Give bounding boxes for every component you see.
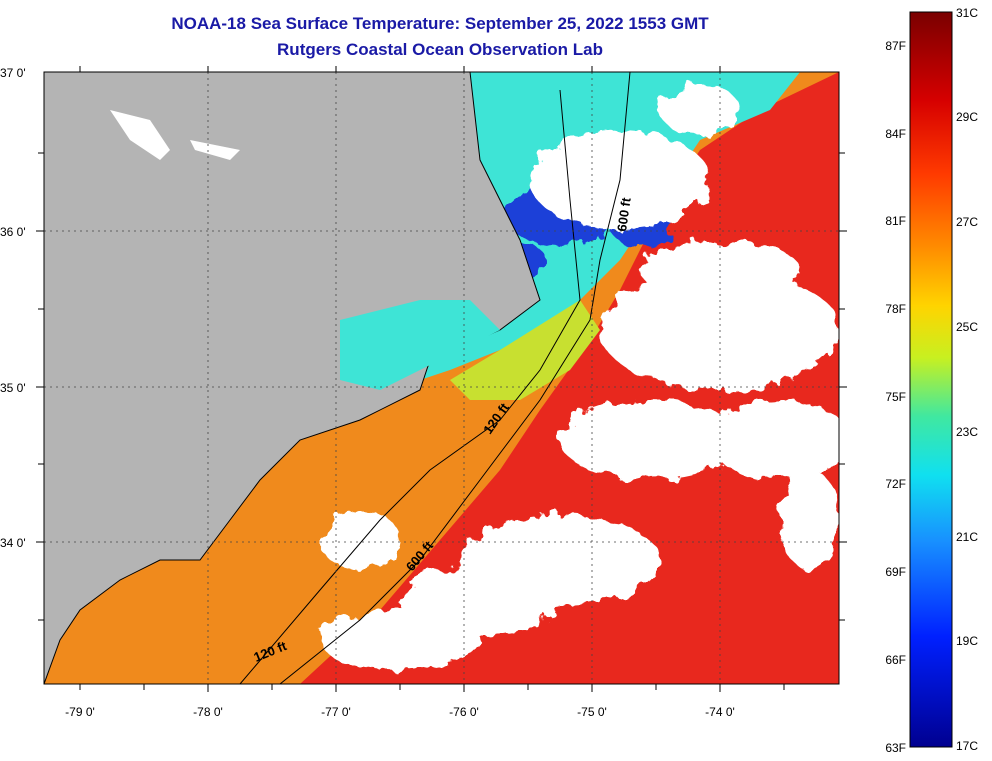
map-area xyxy=(44,72,839,684)
colorbar-c-labels: 31C 29C 27C 25C 23C 21C 19C 17C xyxy=(956,6,978,753)
lon-label: -75 0' xyxy=(577,705,607,719)
lat-label: 36 0' xyxy=(0,225,26,239)
svg-text:25C: 25C xyxy=(956,320,978,334)
lat-label: 37 0' xyxy=(0,66,26,80)
map-frame xyxy=(43,71,840,685)
svg-text:23C: 23C xyxy=(956,425,978,439)
svg-text:63F: 63F xyxy=(885,741,906,755)
svg-text:31C: 31C xyxy=(956,6,978,20)
colorbar-f-labels: 87F 84F 81F 78F 75F 72F 69F 66F 63F xyxy=(885,39,906,755)
contour-label: 600 ft xyxy=(614,196,634,232)
lon-label: -77 0' xyxy=(321,705,351,719)
map-title: NOAA-18 Sea Surface Temperature: Septemb… xyxy=(171,14,709,33)
svg-text:27C: 27C xyxy=(956,215,978,229)
contour-120ft xyxy=(239,89,581,684)
land xyxy=(44,72,541,684)
svg-text:75F: 75F xyxy=(885,390,906,404)
svg-text:81F: 81F xyxy=(885,214,906,228)
transition-water xyxy=(450,300,600,400)
map-subtitle: Rutgers Coastal Ocean Observation Lab xyxy=(277,40,603,59)
sounds xyxy=(340,300,500,390)
graticule xyxy=(44,72,839,684)
svg-text:21C: 21C xyxy=(956,530,978,544)
lon-label: -74 0' xyxy=(705,705,735,719)
gulf-stream-warm xyxy=(300,72,839,684)
svg-text:72F: 72F xyxy=(885,477,906,491)
lat-label: 34 0' xyxy=(0,536,26,550)
lon-label: -78 0' xyxy=(193,705,223,719)
svg-text:17C: 17C xyxy=(956,739,978,753)
cloud-cover xyxy=(320,85,839,670)
lon-label: -79 0' xyxy=(65,705,95,719)
lakes xyxy=(110,110,240,160)
svg-text:69F: 69F xyxy=(885,565,906,579)
svg-text:78F: 78F xyxy=(885,302,906,316)
lat-label: 35 0' xyxy=(0,381,26,395)
colorbar xyxy=(909,11,953,748)
svg-text:19C: 19C xyxy=(956,634,978,648)
svg-text:29C: 29C xyxy=(956,110,978,124)
svg-text:84F: 84F xyxy=(885,127,906,141)
svg-text:87F: 87F xyxy=(885,39,906,53)
lon-label: -76 0' xyxy=(449,705,479,719)
contour-600ft xyxy=(279,72,631,684)
axis-ticks xyxy=(36,66,847,692)
svg-text:66F: 66F xyxy=(885,653,906,667)
